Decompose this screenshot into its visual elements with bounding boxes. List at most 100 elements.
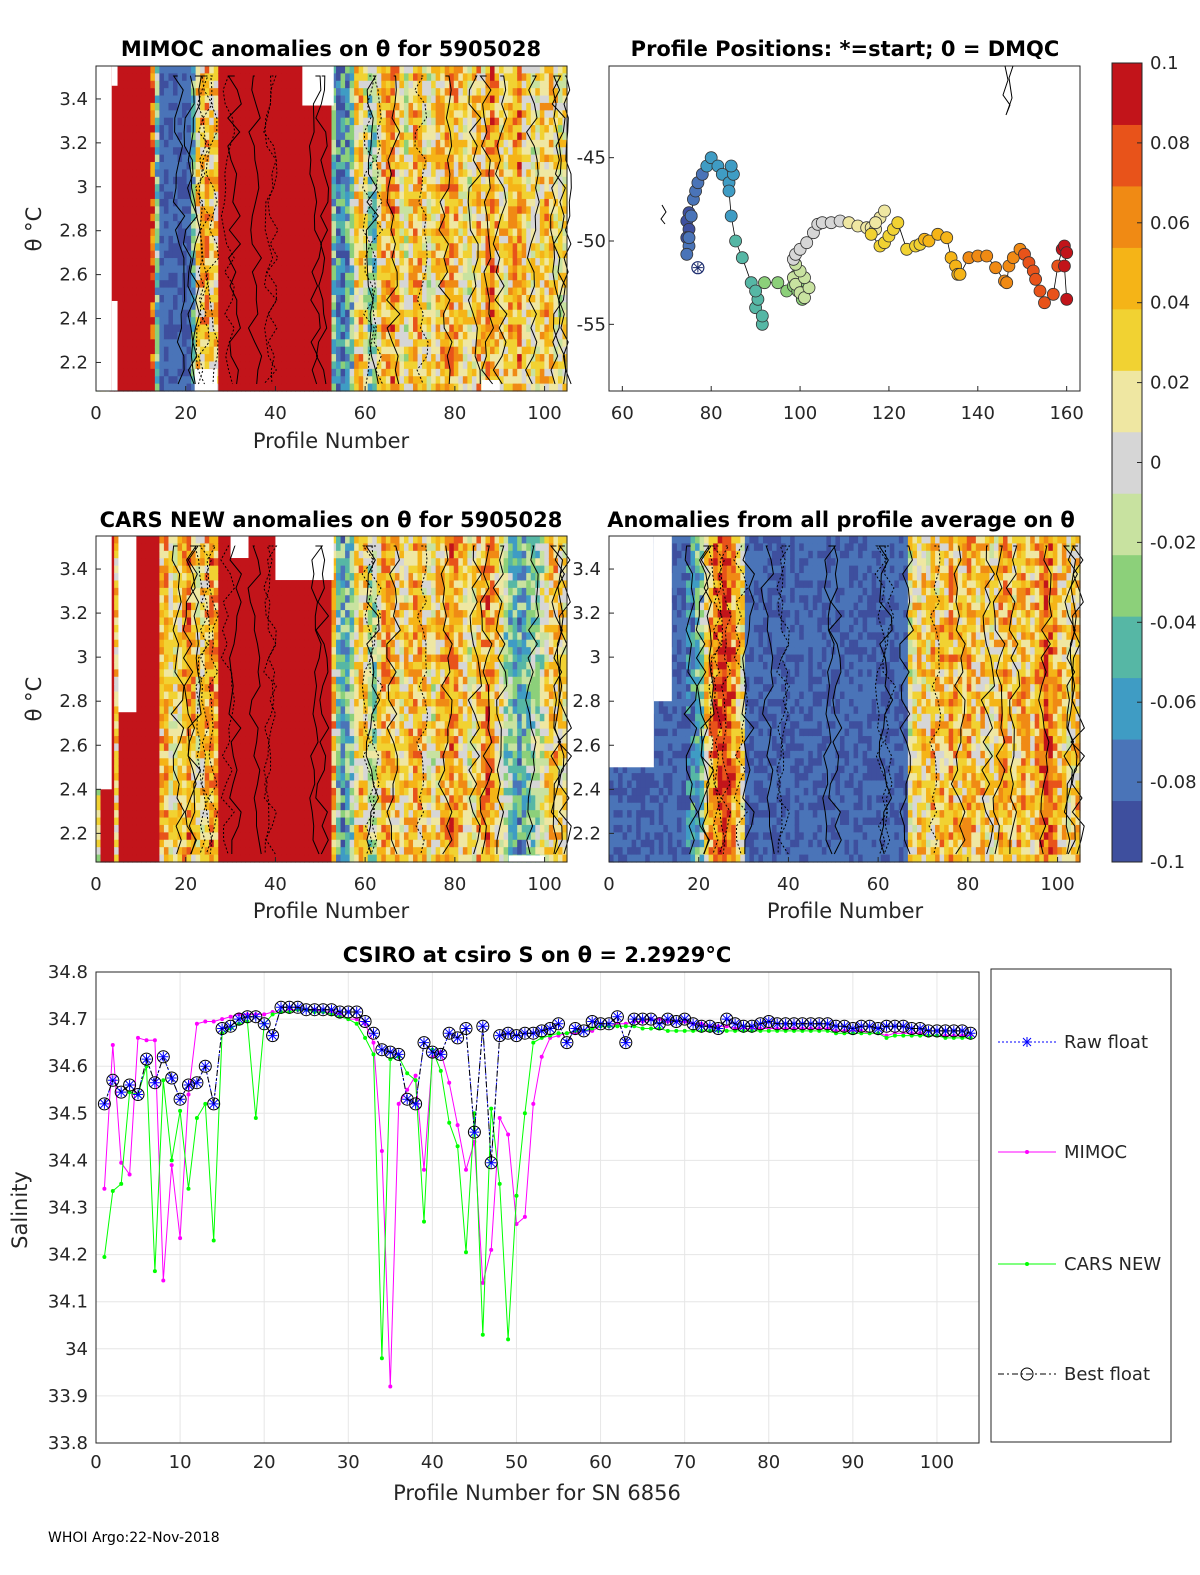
heatmap-cell	[336, 272, 342, 281]
heatmap-cell	[114, 580, 120, 589]
heatmap-cell	[259, 302, 265, 311]
heatmap-cell	[467, 339, 473, 348]
heatmap-cell	[227, 80, 233, 89]
heatmap-cell	[191, 139, 197, 148]
heatmap-cell	[336, 125, 342, 134]
heatmap-cell	[503, 272, 509, 281]
heatmap-cell	[177, 317, 183, 326]
heatmap-cell	[562, 221, 568, 230]
heatmap-cell	[544, 132, 550, 141]
heatmap-cell	[417, 243, 423, 252]
heatmap-cell	[494, 250, 500, 259]
heatmap-cell	[376, 280, 382, 289]
heatmap-cell	[182, 302, 188, 311]
heatmap-cell	[403, 324, 410, 333]
heatmap-cell	[295, 139, 301, 148]
heatmap-cell	[503, 235, 509, 244]
heatmap-cell	[336, 280, 342, 289]
heatmap-cell	[136, 162, 142, 171]
heatmap-cell	[168, 258, 174, 267]
heatmap-cell	[109, 191, 115, 200]
heatmap-cell	[200, 132, 206, 141]
heatmap-cell	[322, 228, 328, 237]
heatmap-cell	[154, 147, 161, 156]
heatmap-cell	[331, 117, 337, 126]
heatmap-cell	[254, 272, 260, 281]
heatmap-cell	[277, 317, 283, 326]
heatmap-cell	[326, 198, 333, 207]
heatmap-cell	[326, 139, 333, 148]
heatmap-cell	[100, 824, 106, 833]
contour-line	[247, 75, 263, 385]
heatmap-cell	[435, 125, 441, 134]
heatmap-cell	[449, 287, 455, 296]
heatmap-cell	[218, 184, 224, 193]
heatmap-cell	[512, 228, 518, 237]
heatmap-cell	[204, 272, 210, 281]
heatmap-cell	[109, 743, 115, 752]
heatmap-cell	[154, 139, 161, 148]
heatmap-cell	[150, 73, 156, 82]
heatmap-cell	[490, 213, 496, 222]
heatmap-cell	[109, 839, 115, 848]
heatmap-cell	[304, 213, 310, 222]
heatmap-cell	[390, 294, 396, 303]
heatmap-cell	[422, 294, 428, 303]
heatmap-cell	[440, 265, 446, 274]
heatmap-cell	[326, 361, 333, 370]
heatmap-cell	[254, 339, 260, 348]
heatmap-cell	[408, 206, 414, 215]
colorbar-tick-label: -0.1	[1150, 852, 1185, 873]
heatmap-cell	[444, 80, 450, 89]
heatmap-cell	[408, 302, 414, 311]
heatmap-cell	[539, 184, 545, 193]
heatmap-cell	[227, 331, 233, 340]
heatmap-cell	[539, 346, 545, 355]
heatmap-cell	[322, 354, 328, 363]
heatmap-cell	[345, 198, 351, 207]
heatmap-cell	[562, 265, 568, 274]
heatmap-cell	[177, 147, 183, 156]
heatmap-cell	[313, 184, 319, 193]
heatmap-cell	[390, 368, 396, 377]
heatmap-cell	[290, 361, 296, 370]
heatmap-cell	[236, 169, 242, 178]
heatmap-cell	[317, 346, 324, 355]
heatmap-cell	[340, 95, 346, 104]
heatmap-cell	[471, 324, 478, 333]
heatmap-cell	[186, 258, 192, 267]
heatmap-cell	[268, 317, 274, 326]
heatmap-cell	[340, 265, 346, 274]
heatmap-cell	[191, 228, 197, 237]
heatmap-cell	[340, 317, 346, 326]
heatmap-cell	[444, 162, 450, 171]
heatmap-cell	[499, 361, 505, 370]
heatmap-cell	[231, 95, 237, 104]
heatmap-cell	[444, 383, 450, 392]
heatmap-cell	[317, 258, 324, 267]
heatmap-cell	[290, 117, 296, 126]
heatmap-cell	[304, 110, 310, 119]
heatmap-cell	[322, 339, 328, 348]
heatmap-cell	[494, 346, 500, 355]
heatmap-cell	[313, 169, 319, 178]
heatmap-cell	[376, 176, 382, 185]
heatmap-cell	[476, 198, 482, 207]
heatmap-cell	[263, 339, 269, 348]
heatmap-cell	[222, 361, 228, 370]
heatmap-cell	[186, 95, 192, 104]
heatmap-cell	[218, 176, 224, 185]
heatmap-cell	[168, 221, 174, 230]
heatmap-cell	[381, 102, 387, 111]
heatmap-cell	[390, 102, 396, 111]
heatmap-cell	[431, 213, 437, 222]
heatmap-cell	[471, 117, 478, 126]
heatmap-cell	[145, 228, 151, 237]
heatmap-cell	[476, 346, 482, 355]
heatmap-cell	[114, 221, 120, 230]
heatmap-cell	[403, 272, 410, 281]
heatmap-cell	[499, 250, 505, 259]
heatmap-cell	[259, 73, 265, 82]
heatmap-cell	[390, 176, 396, 185]
heatmap-cell	[245, 110, 251, 119]
